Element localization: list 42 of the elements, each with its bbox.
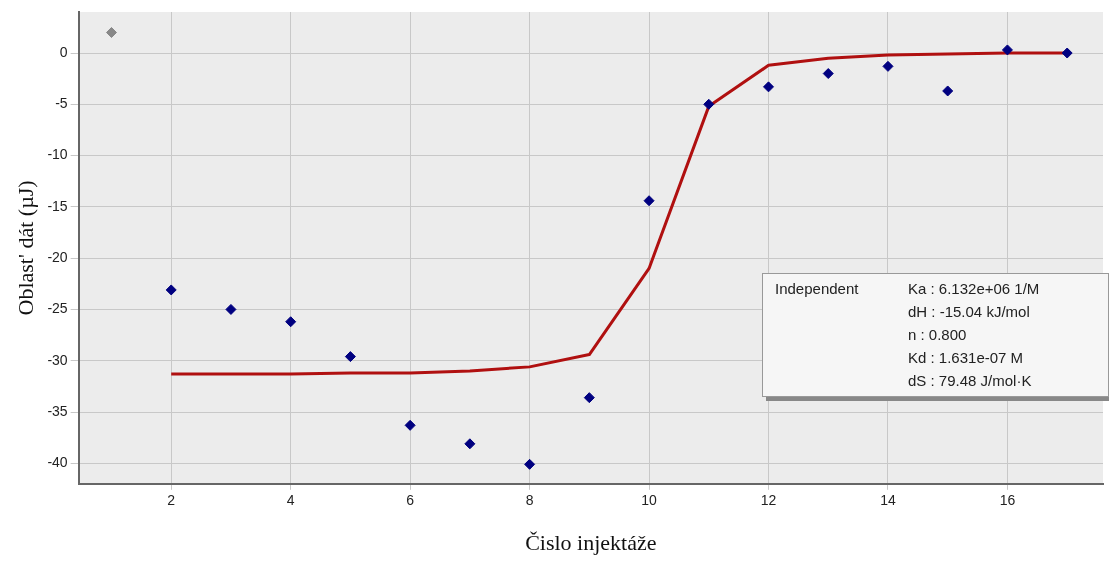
point bbox=[344, 351, 356, 363]
point bbox=[285, 316, 297, 328]
x-tick-label: 6 bbox=[406, 492, 415, 509]
x-tick-label: 8 bbox=[525, 492, 534, 509]
point bbox=[1061, 47, 1073, 59]
point bbox=[882, 60, 894, 72]
point bbox=[942, 85, 954, 97]
annotation: Ka : 6.132e+06 1/M bbox=[908, 279, 1040, 299]
x-tick-label: 10 bbox=[641, 492, 658, 509]
x-axis-title: Čislo injektáže bbox=[525, 529, 657, 555]
annotation: Independent bbox=[774, 279, 860, 299]
y-tick-label: -40 bbox=[47, 454, 68, 471]
x-tick-label: 4 bbox=[286, 492, 295, 509]
y-tick-label: -20 bbox=[47, 249, 68, 266]
y-tick-label: -30 bbox=[47, 351, 68, 368]
y-tick-label: -5 bbox=[55, 95, 68, 112]
point bbox=[105, 27, 117, 39]
x-tick-label: 2 bbox=[167, 492, 176, 509]
point bbox=[583, 392, 595, 404]
annotation: dS : 79.48 J/mol·K bbox=[908, 371, 1032, 391]
point bbox=[643, 195, 655, 207]
point bbox=[404, 419, 416, 431]
point bbox=[524, 458, 536, 470]
y-axis-title: Oblast' dát (µJ) bbox=[12, 180, 38, 316]
y-tick-label: -35 bbox=[47, 402, 68, 419]
x-tick-label: 12 bbox=[760, 492, 777, 509]
point bbox=[225, 303, 237, 315]
point bbox=[763, 81, 775, 93]
y-tick-label: -15 bbox=[47, 197, 68, 214]
annotation: Kd : 1.631e-07 M bbox=[908, 348, 1024, 368]
point bbox=[822, 68, 834, 80]
x-tick-label: 14 bbox=[880, 492, 896, 509]
point bbox=[464, 438, 476, 450]
y-tick-label: -10 bbox=[47, 146, 68, 163]
y-tick-label: 0 bbox=[59, 43, 68, 60]
point bbox=[1001, 44, 1013, 56]
x-tick-label: 16 bbox=[999, 492, 1016, 509]
point bbox=[165, 284, 177, 296]
annotation: n : 0.800 bbox=[908, 325, 967, 345]
y-tick-label: -25 bbox=[47, 300, 68, 317]
point bbox=[703, 98, 715, 110]
annotation: dH : -15.04 kJ/mol bbox=[908, 302, 1030, 322]
